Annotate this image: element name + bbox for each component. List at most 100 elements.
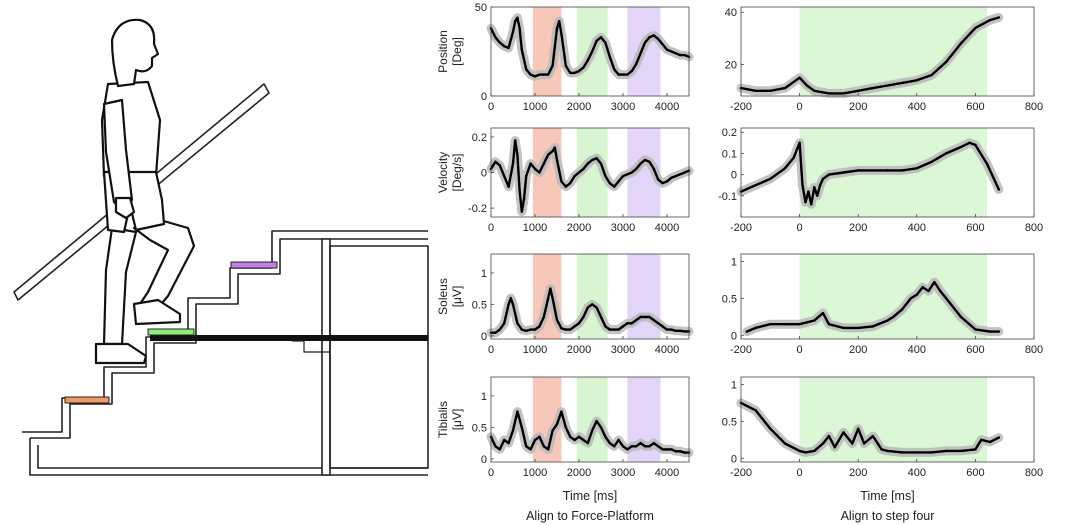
mean-trace — [489, 410, 691, 454]
data-point — [599, 315, 603, 319]
data-point — [674, 52, 677, 55]
data-point — [857, 427, 860, 430]
data-point — [569, 71, 572, 75]
step-marker-green — [147, 328, 195, 336]
data-point — [900, 81, 904, 85]
data-point — [769, 323, 772, 326]
data-point — [944, 152, 948, 155]
data-point — [944, 60, 948, 64]
data-point — [604, 41, 607, 44]
data-point — [670, 448, 673, 451]
axes-box — [740, 376, 1035, 463]
data-point — [827, 323, 831, 326]
data-point — [608, 441, 611, 445]
axes-box — [740, 6, 1035, 97]
data-point — [569, 328, 572, 331]
data-point — [613, 68, 616, 71]
data-point — [842, 92, 845, 95]
data-point — [577, 171, 581, 174]
x-tick-label: 0 — [797, 467, 803, 479]
data-point — [648, 315, 651, 319]
stair-base-frame-inner — [37, 445, 428, 469]
data-point — [547, 73, 550, 76]
x-tick-label: 0 — [488, 467, 494, 479]
data-point — [665, 180, 669, 183]
data-point — [503, 174, 506, 178]
data-point — [862, 442, 866, 445]
data-point — [997, 188, 1001, 191]
data-point — [613, 328, 616, 331]
data-point — [915, 167, 918, 170]
data-point — [639, 441, 642, 445]
y-axis-label-line: [μV] — [450, 286, 464, 308]
y-axis-label-line: [Deg] — [450, 37, 464, 66]
x-tick-label: 800 — [1025, 222, 1043, 234]
data-point — [805, 84, 809, 87]
step-marker-purple — [230, 261, 278, 269]
data-point — [498, 41, 501, 44]
data-point — [529, 73, 532, 76]
data-point — [648, 445, 651, 448]
data-point — [857, 326, 860, 330]
data-point — [648, 160, 651, 164]
data-point — [553, 146, 556, 149]
data-point — [511, 303, 515, 306]
data-point — [880, 448, 883, 451]
person-head — [110, 18, 160, 88]
data-point — [630, 322, 633, 325]
data-point — [639, 52, 642, 55]
data-point — [643, 41, 647, 44]
stair-climbing-illustration — [13, 18, 429, 476]
x-tick-label: 0 — [488, 222, 494, 234]
y-axis-label-line: [Deg/s] — [450, 153, 464, 191]
stair-outline-inner — [30, 238, 428, 439]
data-point — [577, 69, 581, 73]
x-tick-label: 2000 — [567, 344, 591, 356]
data-point — [542, 162, 545, 165]
data-point — [494, 160, 497, 164]
data-point — [522, 198, 526, 201]
data-point — [525, 445, 528, 448]
y-tick-label: 0.2 — [722, 127, 737, 139]
y-tick-label: 0 — [481, 331, 487, 343]
data-point — [547, 296, 550, 300]
data-point — [643, 158, 647, 162]
data-point — [985, 162, 989, 166]
data-point — [679, 329, 682, 333]
data-point — [974, 448, 977, 451]
data-point — [871, 325, 875, 328]
y-tick-label: 20 — [725, 60, 737, 72]
data-point — [582, 438, 585, 442]
data-point — [604, 325, 607, 328]
data-point — [827, 173, 831, 176]
data-point — [915, 451, 918, 454]
data-point — [892, 315, 895, 319]
platform-support — [292, 340, 330, 353]
data-point — [988, 440, 992, 444]
data-point — [798, 323, 801, 326]
data-point — [769, 177, 772, 181]
data-point — [886, 169, 889, 172]
data-point — [599, 426, 603, 429]
data-point — [586, 306, 589, 309]
data-point — [988, 18, 992, 22]
data-point — [591, 429, 594, 432]
data-point — [608, 181, 611, 185]
data-point — [827, 434, 831, 438]
data-point — [595, 39, 598, 43]
axes-box — [490, 253, 690, 340]
data-point — [558, 20, 561, 23]
x-tick-label: 200 — [849, 344, 867, 356]
data-point — [560, 32, 563, 35]
data-point — [621, 174, 625, 178]
person-figure — [94, 18, 196, 365]
data-point — [529, 328, 532, 331]
data-point — [807, 190, 810, 193]
data-point — [613, 185, 616, 188]
data-point — [630, 445, 633, 448]
x-tick-label: 400 — [908, 344, 926, 356]
data-point — [639, 162, 642, 165]
data-point — [621, 445, 625, 448]
data-point — [857, 169, 860, 172]
y-tick-label: 0 — [731, 330, 737, 342]
